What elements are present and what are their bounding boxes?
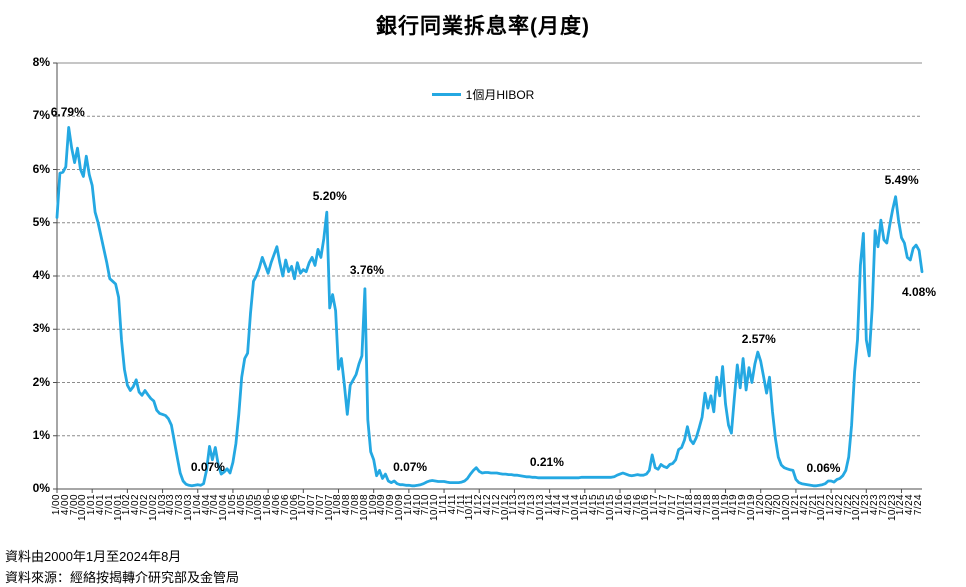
legend: 1個月HIBOR [0,85,966,103]
data-annotation: 5.49% [884,172,919,187]
y-axis-label: 4% [32,268,50,282]
data-annotation: 0.06% [806,460,841,475]
data-annotation: 0.07% [393,460,428,475]
y-axis-label: 1% [32,427,50,442]
data-annotation: 2.57% [741,332,776,347]
data-annotation: 5.20% [312,189,347,204]
hibor-line-series [55,126,924,488]
y-axis-label: 3% [32,321,50,336]
data-annotation: 6.79% [50,105,85,120]
data-annotation: 3.76% [349,262,384,277]
data-annotation: 0.07% [190,460,225,475]
legend-entry: 1個月HIBOR [431,86,535,103]
y-axis-label: 8% [32,55,50,69]
y-axis-label: 2% [32,374,50,389]
data-annotation: 4.08% [902,284,937,299]
y-axis-label: 0% [32,481,50,495]
legend-series-label: 1個月HIBOR [465,88,535,102]
footnote-data-range: 資料由2000年1月至2024年8月 [5,549,182,564]
chart-title: 銀行同業拆息率(月度) [376,15,590,38]
y-axis-label: 7% [32,108,50,123]
y-axis-label: 5% [32,214,50,229]
y-axis-label: 6% [32,161,50,176]
legend-line-swatch [431,93,461,96]
x-axis-label: 7/24 [913,494,925,516]
footnote-source: 資料來源：經絡按揭轉介研究部及金管局 [5,570,240,585]
data-annotation: 0.21% [529,454,564,469]
